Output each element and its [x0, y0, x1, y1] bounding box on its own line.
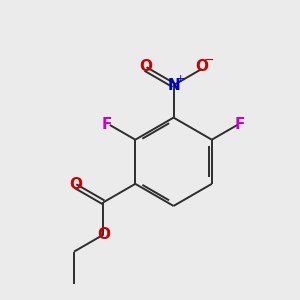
Text: O: O: [139, 59, 152, 74]
Text: O: O: [69, 177, 82, 192]
Text: −: −: [204, 54, 214, 67]
Text: O: O: [195, 59, 208, 74]
Text: +: +: [175, 74, 185, 84]
Text: F: F: [235, 118, 245, 133]
Text: O: O: [97, 227, 110, 242]
Text: N: N: [167, 78, 180, 93]
Text: F: F: [102, 118, 112, 133]
